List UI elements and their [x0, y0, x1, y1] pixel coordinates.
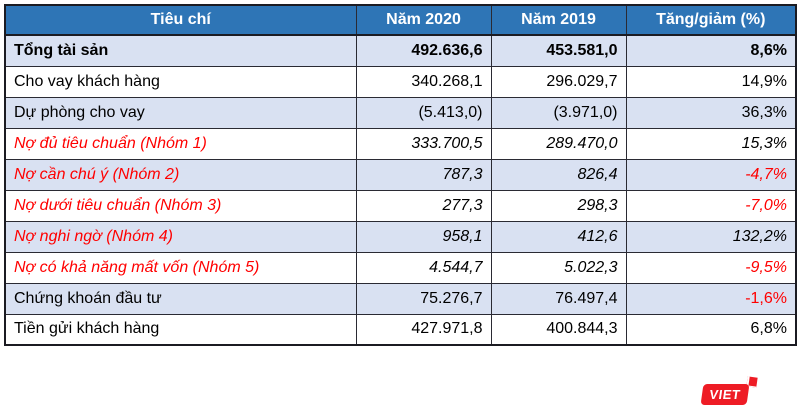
- table-row: Nợ cần chú ý (Nhóm 2) 787,3 826,4 -4,7%: [4, 158, 797, 191]
- value-2020: 333.700,5: [355, 127, 492, 160]
- row-label: Dự phòng cho vay: [4, 96, 357, 129]
- financial-table: Tiêu chí Năm 2020 Năm 2019 Tăng/giảm (%)…: [4, 4, 797, 346]
- value-2020: 277,3: [355, 189, 492, 222]
- table-row: Nợ có khả năng mất vốn (Nhóm 5) 4.544,7 5.…: [4, 251, 797, 284]
- value-2020: 492.636,6: [355, 34, 492, 67]
- value-change: -4,7%: [625, 158, 797, 191]
- row-label: Tổng tài sản: [4, 34, 357, 67]
- column-header-criteria: Tiêu chí: [4, 4, 357, 36]
- value-change: -1,6%: [625, 282, 797, 315]
- value-2019: (3.971,0): [490, 96, 627, 129]
- column-header-year-2019: Năm 2019: [490, 4, 627, 36]
- column-header-year-2020: Năm 2020: [355, 4, 492, 36]
- table-row: Nợ nghi ngờ (Nhóm 4) 958,1 412,6 132,2%: [4, 220, 797, 253]
- value-2019: 400.844,3: [490, 313, 627, 346]
- value-change: 8,6%: [625, 34, 797, 67]
- value-2020: 958,1: [355, 220, 492, 253]
- row-label: Nợ có khả năng mất vốn (Nhóm 5): [4, 251, 357, 284]
- value-2020: 427.971,8: [355, 313, 492, 346]
- value-2020: 4.544,7: [355, 251, 492, 284]
- row-label: Chứng khoán đầu tư: [4, 282, 357, 315]
- value-2019: 76.497,4: [490, 282, 627, 315]
- row-label: Nợ cần chú ý (Nhóm 2): [4, 158, 357, 191]
- value-2020: 787,3: [355, 158, 492, 191]
- value-2019: 412,6: [490, 220, 627, 253]
- value-change: -7,0%: [625, 189, 797, 222]
- table-row: Tổng tài sản 492.636,6 453.581,0 8,6%: [4, 34, 797, 67]
- value-change: 14,9%: [625, 65, 797, 98]
- value-2019: 826,4: [490, 158, 627, 191]
- viet-logo: VIET: [700, 376, 760, 408]
- value-change: -9,5%: [625, 251, 797, 284]
- row-label: Cho vay khách hàng: [4, 65, 357, 98]
- table-row: Nợ dưới tiêu chuẩn (Nhóm 3) 277,3 298,3 -7,…: [4, 189, 797, 222]
- value-2020: 75.276,7: [355, 282, 492, 315]
- column-header-change-pct: Tăng/giảm (%): [625, 4, 797, 36]
- value-change: 36,3%: [625, 96, 797, 129]
- row-label: Nợ dưới tiêu chuẩn (Nhóm 3): [4, 189, 357, 222]
- value-change: 15,3%: [625, 127, 797, 160]
- row-label: Nợ nghi ngờ (Nhóm 4): [4, 220, 357, 253]
- value-2019: 5.022,3: [490, 251, 627, 284]
- value-2019: 296.029,7: [490, 65, 627, 98]
- logo-label: VIET: [700, 384, 750, 405]
- row-label: Nợ đủ tiêu chuẩn (Nhóm 1): [4, 127, 357, 160]
- value-2019: 453.581,0: [490, 34, 627, 67]
- header-row: Tiêu chí Năm 2020 Năm 2019 Tăng/giảm (%): [4, 4, 797, 36]
- value-2020: 340.268,1: [355, 65, 492, 98]
- value-2019: 289.470,0: [490, 127, 627, 160]
- value-2019: 298,3: [490, 189, 627, 222]
- table-row: Nợ đủ tiêu chuẩn (Nhóm 1) 333.700,5 289.47…: [4, 127, 797, 160]
- table-row: Chứng khoán đầu tư 75.276,7 76.497,4 -1,6%: [4, 282, 797, 315]
- table-row: Tiền gửi khách hàng 427.971,8 400.844,3 6,8…: [4, 313, 797, 346]
- value-change: 132,2%: [625, 220, 797, 253]
- table-row: Dự phòng cho vay (5.413,0) (3.971,0) 36,3%: [4, 96, 797, 129]
- value-change: 6,8%: [625, 313, 797, 346]
- table-body: Tổng tài sản 492.636,6 453.581,0 8,6% Cho va…: [4, 34, 797, 346]
- row-label: Tiền gửi khách hàng: [4, 313, 357, 346]
- table-row: Cho vay khách hàng 340.268,1 296.029,7 14,9…: [4, 65, 797, 98]
- value-2020: (5.413,0): [355, 96, 492, 129]
